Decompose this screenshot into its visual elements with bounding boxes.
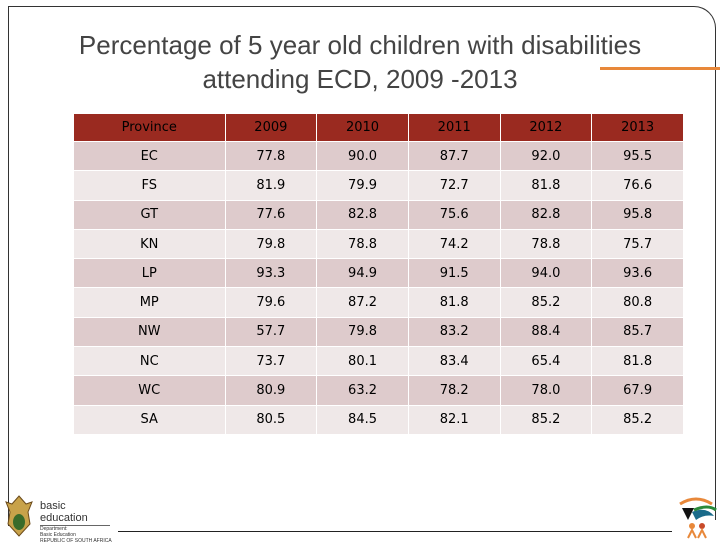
value-cell: 81.9 bbox=[224, 170, 318, 201]
province-cell: SA bbox=[73, 404, 226, 435]
table-row: LP 93.3 94.9 91.5 94.0 93.6 bbox=[73, 258, 684, 289]
table-row: FS 81.9 79.9 72.7 81.8 76.6 bbox=[73, 170, 684, 201]
column-header: 2011 bbox=[407, 113, 501, 142]
footer-divider bbox=[118, 531, 672, 532]
value-cell: 85.2 bbox=[499, 287, 593, 318]
value-cell: 67.9 bbox=[591, 375, 684, 406]
value-cell: 91.5 bbox=[407, 258, 501, 289]
value-cell: 72.7 bbox=[407, 170, 501, 201]
title-line-2: attending ECD, 2009 -2013 bbox=[202, 64, 518, 94]
value-cell: 80.5 bbox=[224, 404, 318, 435]
value-cell: 79.8 bbox=[224, 228, 318, 260]
slide-frame-right bbox=[715, 40, 716, 520]
column-header: Province bbox=[73, 113, 226, 142]
value-cell: 87.7 bbox=[407, 140, 501, 172]
province-cell: NC bbox=[73, 346, 226, 377]
value-cell: 82.8 bbox=[316, 199, 409, 230]
table-row: GT 77.6 82.8 75.6 82.8 95.8 bbox=[73, 199, 684, 230]
value-cell: 57.7 bbox=[224, 316, 318, 348]
logo-dept: Department: bbox=[40, 526, 68, 532]
title-accent-line bbox=[600, 67, 720, 70]
logo-main-text: basic education bbox=[40, 500, 110, 526]
value-cell: 83.4 bbox=[407, 346, 501, 377]
value-cell: 81.8 bbox=[499, 170, 593, 201]
table-row: SA 80.5 84.5 82.1 85.2 85.2 bbox=[73, 404, 684, 435]
logo-country: REPUBLIC OF SOUTH AFRICA bbox=[40, 538, 112, 544]
slide-frame-left bbox=[8, 6, 716, 526]
value-cell: 94.9 bbox=[316, 258, 409, 289]
value-cell: 80.9 bbox=[224, 375, 318, 406]
coat-of-arms-logo bbox=[5, 495, 33, 537]
value-cell: 93.6 bbox=[591, 258, 684, 289]
value-cell: 82.1 bbox=[407, 404, 501, 435]
column-header: 2010 bbox=[316, 113, 409, 142]
value-cell: 79.9 bbox=[316, 170, 409, 201]
value-cell: 81.8 bbox=[591, 346, 684, 377]
table-header-row: Province 2009 2010 2011 2012 2013 bbox=[73, 113, 684, 142]
value-cell: 90.0 bbox=[316, 140, 409, 172]
value-cell: 63.2 bbox=[316, 375, 409, 406]
value-cell: 81.8 bbox=[407, 287, 501, 318]
value-cell: 79.6 bbox=[224, 287, 318, 318]
value-cell: 88.4 bbox=[499, 316, 593, 348]
value-cell: 77.6 bbox=[224, 199, 318, 230]
province-cell: WC bbox=[73, 375, 226, 406]
province-cell: MP bbox=[73, 287, 226, 318]
value-cell: 78.2 bbox=[407, 375, 501, 406]
value-cell: 85.2 bbox=[499, 404, 593, 435]
table-row: NC 73.7 80.1 83.4 65.4 81.8 bbox=[73, 346, 684, 377]
value-cell: 82.8 bbox=[499, 199, 593, 230]
table-row: WC 80.9 63.2 78.2 78.0 67.9 bbox=[73, 375, 684, 406]
value-cell: 77.8 bbox=[224, 140, 318, 172]
value-cell: 95.8 bbox=[591, 199, 684, 230]
province-cell: LP bbox=[73, 258, 226, 289]
value-cell: 78.0 bbox=[499, 375, 593, 406]
value-cell: 92.0 bbox=[499, 140, 593, 172]
province-cell: KN bbox=[73, 228, 226, 260]
table-row: EC 77.8 90.0 87.7 92.0 95.5 bbox=[73, 140, 684, 172]
value-cell: 83.2 bbox=[407, 316, 501, 348]
value-cell: 65.4 bbox=[499, 346, 593, 377]
slide-title: Percentage of 5 year old children with d… bbox=[20, 28, 700, 96]
value-cell: 93.3 bbox=[224, 258, 318, 289]
column-header: 2012 bbox=[499, 113, 593, 142]
column-header: 2009 bbox=[224, 113, 318, 142]
20-years-emblem bbox=[679, 497, 717, 539]
province-cell: FS bbox=[73, 170, 226, 201]
title-line-1: Percentage of 5 year old children with d… bbox=[78, 30, 642, 60]
value-cell: 95.5 bbox=[591, 140, 684, 172]
value-cell: 75.7 bbox=[591, 228, 684, 260]
value-cell: 78.8 bbox=[316, 228, 409, 260]
value-cell: 85.2 bbox=[591, 404, 684, 435]
province-cell: GT bbox=[73, 199, 226, 230]
value-cell: 73.7 bbox=[224, 346, 318, 377]
value-cell: 74.2 bbox=[407, 228, 501, 260]
data-table: Province 2009 2010 2011 2012 2013 EC 77.8 90.0 8… bbox=[73, 113, 684, 435]
value-cell: 78.8 bbox=[499, 228, 593, 260]
table-row: MP 79.6 87.2 81.8 85.2 80.8 bbox=[73, 287, 684, 318]
value-cell: 80.1 bbox=[316, 346, 409, 377]
slide-frame bbox=[8, 6, 716, 46]
value-cell: 79.8 bbox=[316, 316, 409, 348]
province-cell: EC bbox=[73, 140, 226, 172]
department-logo-text: basic education Department: Basic Educat… bbox=[40, 500, 112, 544]
value-cell: 84.5 bbox=[316, 404, 409, 435]
value-cell: 75.6 bbox=[407, 199, 501, 230]
value-cell: 76.6 bbox=[591, 170, 684, 201]
value-cell: 80.8 bbox=[591, 287, 684, 318]
value-cell: 94.0 bbox=[499, 258, 593, 289]
table-row: KN 79.8 78.8 74.2 78.8 75.7 bbox=[73, 228, 684, 260]
province-cell: NW bbox=[73, 316, 226, 348]
value-cell: 87.2 bbox=[316, 287, 409, 318]
value-cell: 85.7 bbox=[591, 316, 684, 348]
logo-dept2: Basic Education bbox=[40, 532, 76, 538]
table-row: NW 57.7 79.8 83.2 88.4 85.7 bbox=[73, 316, 684, 348]
column-header: 2013 bbox=[591, 113, 684, 142]
